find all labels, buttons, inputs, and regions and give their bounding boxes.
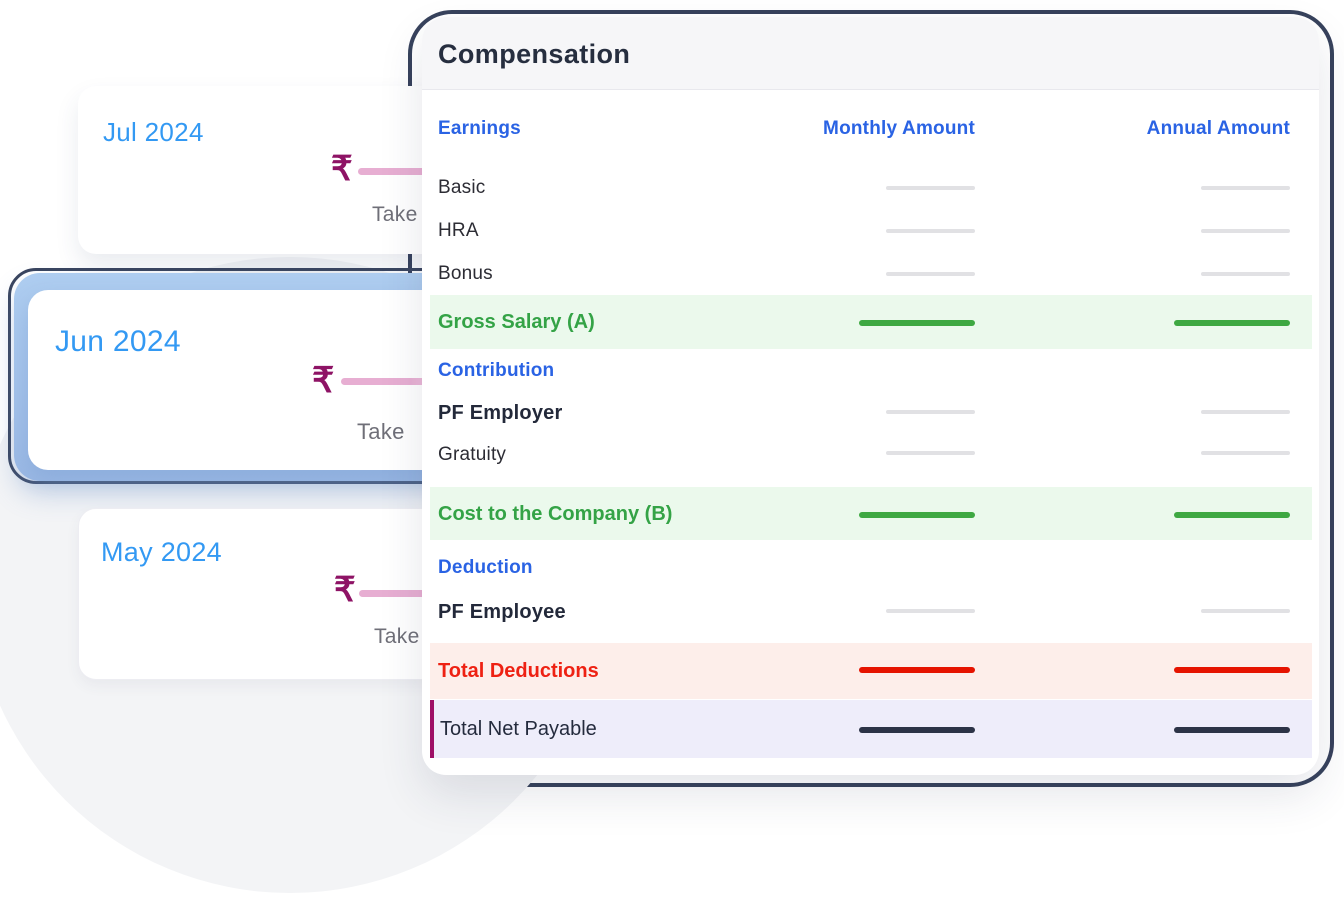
- panel-title: Compensation: [438, 39, 631, 69]
- month-label: Jun 2024: [55, 325, 181, 358]
- value-placeholder-bar: [1201, 451, 1290, 455]
- value-placeholder-bar: [886, 229, 975, 233]
- total-value-bar: [859, 512, 975, 518]
- value-placeholder-bar: [1201, 229, 1290, 233]
- column-header-annual-amount: Annual Amount: [1146, 118, 1290, 139]
- row-total-deductions: Total Deductions: [430, 643, 1312, 699]
- row-label-gratuity: Gratuity: [438, 444, 507, 465]
- value-placeholder-bar: [886, 410, 975, 414]
- column-header-monthly-amount: Monthly Amount: [823, 118, 975, 139]
- row-label-basic: Basic: [438, 177, 486, 198]
- month-label: Jul 2024: [103, 117, 204, 147]
- value-placeholder-bar: [886, 272, 975, 276]
- row-label-cost-to-company: Cost to the Company (B): [438, 503, 673, 525]
- value-placeholder-bar: [886, 186, 975, 190]
- section-header-deduction: Deduction: [438, 557, 533, 578]
- month-label: May 2024: [101, 537, 222, 567]
- value-placeholder-bar: [1201, 272, 1290, 276]
- row-label-pf-employee: PF Employee: [438, 601, 566, 623]
- total-value-bar: [1174, 727, 1290, 733]
- row-label-total-deductions: Total Deductions: [438, 660, 599, 682]
- take-home-caption: Take: [372, 203, 418, 226]
- row-gross-salary: Gross Salary (A): [430, 295, 1312, 349]
- value-placeholder-bar: [886, 609, 975, 613]
- column-header-earnings: Earnings: [438, 118, 521, 139]
- total-value-bar: [1174, 667, 1290, 673]
- panel-header: Compensation: [422, 17, 1319, 90]
- row-label-gross-salary: Gross Salary (A): [438, 311, 595, 333]
- amount-placeholder-bar: [341, 378, 468, 385]
- row-total-net-payable: Total Net Payable: [430, 700, 1312, 758]
- compensation-table: Earnings Monthly Amount Annual Amount Ba…: [422, 17, 1319, 775]
- rupee-icon: ₹: [312, 361, 335, 400]
- total-value-bar: [1174, 320, 1290, 326]
- take-home-caption: Take: [374, 625, 420, 648]
- row-label-total-net-payable: Total Net Payable: [440, 718, 597, 740]
- value-placeholder-bar: [886, 451, 975, 455]
- value-placeholder-bar: [1201, 410, 1290, 414]
- compensation-panel: Compensation Earnings Monthly Amount Ann…: [422, 17, 1319, 775]
- row-label-bonus: Bonus: [438, 263, 493, 284]
- value-placeholder-bar: [1201, 186, 1290, 190]
- section-header-contribution: Contribution: [438, 360, 555, 381]
- take-home-caption: Take: [357, 419, 405, 444]
- row-label-hra: HRA: [438, 220, 479, 241]
- total-value-bar: [859, 667, 975, 673]
- total-value-bar: [859, 727, 975, 733]
- row-label-pf-employer: PF Employer: [438, 402, 563, 424]
- total-value-bar: [1174, 512, 1290, 518]
- month-card-jun-2024[interactable]: Jun 2024 ₹ Take: [28, 290, 468, 470]
- rupee-icon: ₹: [331, 150, 353, 188]
- row-cost-to-company: Cost to the Company (B): [430, 487, 1312, 540]
- total-value-bar: [859, 320, 975, 326]
- rupee-icon: ₹: [334, 571, 356, 609]
- value-placeholder-bar: [1201, 609, 1290, 613]
